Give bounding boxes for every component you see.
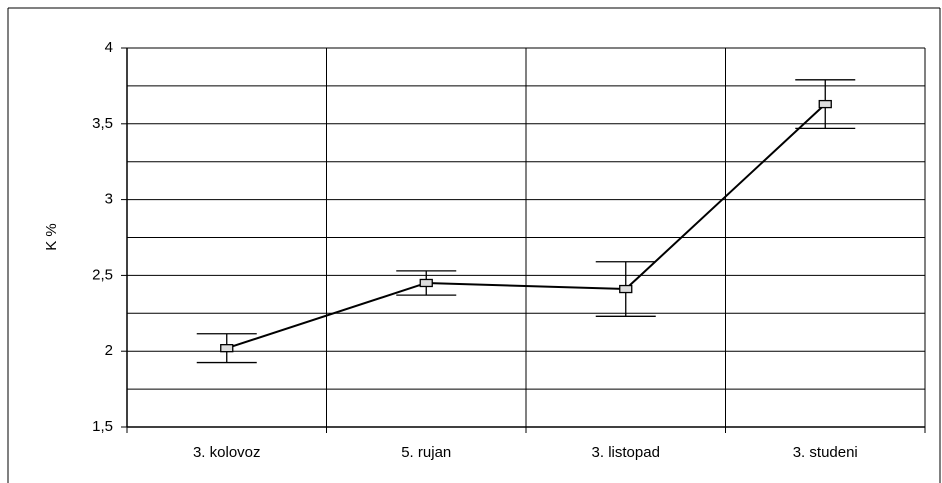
y-tick-label: 1,5	[92, 418, 113, 435]
x-tick-label: 5. rujan	[401, 444, 451, 461]
y-tick-label: 3	[105, 191, 113, 208]
y-tick-label: 3,5	[92, 115, 113, 132]
y-tick-label: 2	[105, 342, 113, 359]
x-tick-label: 3. studeni	[793, 444, 858, 461]
x-tick-label: 3. kolovoz	[193, 444, 261, 461]
y-axis-label: K %	[43, 223, 60, 251]
marker	[818, 99, 832, 109]
line	[226, 103, 826, 350]
x-tick-label: 3. listopad	[592, 444, 660, 461]
marker	[220, 344, 234, 353]
marker	[619, 284, 633, 294]
y-tick-label: 4	[105, 39, 113, 56]
marker	[419, 278, 433, 288]
y-tick-label: 2,5	[92, 266, 113, 283]
